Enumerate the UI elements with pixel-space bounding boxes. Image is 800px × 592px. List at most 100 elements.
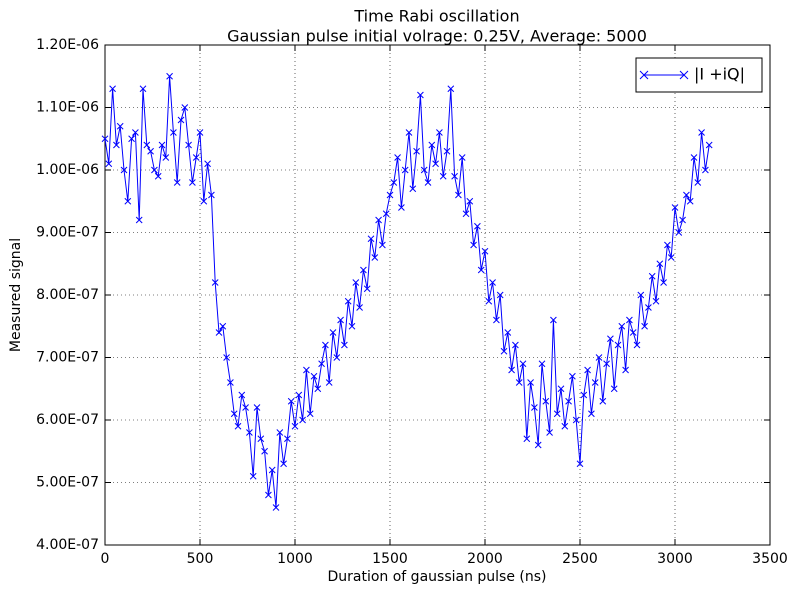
data-point [348, 322, 356, 330]
data-point [170, 129, 177, 136]
data-point [405, 129, 413, 136]
data-point [466, 197, 474, 205]
data-point [671, 204, 679, 211]
data-point [569, 372, 576, 380]
data-point [702, 166, 709, 174]
data-point [352, 279, 360, 286]
y-tick-label: 7.00E-07 [36, 350, 99, 366]
data-point [557, 385, 565, 393]
data-point [223, 354, 230, 361]
data-point [489, 279, 496, 286]
data-point [451, 172, 458, 180]
data-line [104, 76, 710, 508]
y-tick-label: 4.00E-07 [36, 537, 99, 553]
data-point [534, 441, 542, 449]
data-point [485, 297, 493, 305]
data-point [527, 379, 534, 386]
data-point [360, 266, 367, 274]
data-point [462, 210, 470, 218]
data-point [622, 366, 629, 374]
data-point [329, 329, 337, 336]
data-point [420, 166, 428, 174]
data-point [314, 385, 322, 393]
data-point [394, 154, 401, 161]
data-point [234, 422, 242, 430]
data-point [531, 404, 538, 411]
data-point [660, 279, 667, 286]
data-point [512, 341, 519, 349]
data-point [595, 354, 603, 361]
x-tick-label: 3000 [657, 551, 693, 567]
data-point [242, 404, 249, 411]
data-point [284, 435, 291, 443]
data-point [439, 172, 447, 180]
data-point [344, 297, 352, 305]
data-point [500, 347, 508, 355]
data-point [591, 379, 599, 386]
data-point [276, 429, 284, 436]
data-point [143, 141, 151, 149]
data-point [333, 354, 341, 361]
data-point [337, 316, 344, 324]
data-point [151, 166, 158, 174]
data-point [253, 404, 261, 411]
data-point [208, 191, 215, 199]
data-point [432, 160, 439, 168]
data-point [683, 191, 690, 199]
data-point [287, 397, 295, 405]
data-point [447, 85, 455, 93]
data-point [493, 316, 500, 324]
plot-frame [104, 44, 771, 546]
data-point [162, 154, 170, 161]
data-point [538, 360, 546, 368]
data-point [417, 91, 424, 99]
data-point [565, 397, 572, 405]
data-point [154, 172, 162, 180]
data-point [667, 254, 675, 261]
data-point [508, 366, 515, 374]
data-point [215, 329, 223, 336]
data-point [257, 435, 265, 443]
data-point [436, 129, 443, 136]
data-point [382, 210, 390, 218]
data-point [356, 304, 363, 311]
y-tick-label: 6.00E-07 [36, 412, 99, 428]
data-point [128, 135, 135, 143]
data-point [173, 179, 181, 186]
data-point [139, 85, 147, 93]
data-point [189, 179, 196, 186]
data-point [291, 422, 299, 430]
data-point [306, 410, 314, 418]
data-point [599, 397, 607, 405]
data-point [470, 241, 477, 249]
legend-marker [639, 70, 689, 80]
data-point [204, 160, 211, 168]
data-point [101, 135, 109, 143]
data-point [496, 291, 504, 299]
x-tick-label: 500 [187, 551, 214, 567]
data-point [614, 341, 622, 349]
data-point [120, 166, 128, 174]
data-point [550, 316, 557, 324]
data-point [325, 379, 333, 386]
y-tick-label: 5.00E-07 [36, 475, 99, 491]
data-point [542, 397, 550, 405]
data-point [409, 185, 417, 193]
data-point [629, 329, 637, 336]
data-point [261, 447, 268, 455]
data-point [443, 147, 451, 155]
y-tick-label: 1.20E-06 [36, 37, 99, 53]
data-point [553, 410, 561, 418]
data-point [546, 429, 553, 436]
data-point [477, 266, 485, 274]
x-tick-label: 2000 [467, 551, 503, 567]
data-point [272, 504, 280, 511]
data-point [318, 360, 325, 368]
data-point [679, 216, 686, 224]
data-point [675, 229, 683, 236]
data-point [504, 329, 512, 336]
data-point [386, 191, 394, 199]
data-point [519, 360, 527, 368]
data-point [413, 147, 420, 155]
